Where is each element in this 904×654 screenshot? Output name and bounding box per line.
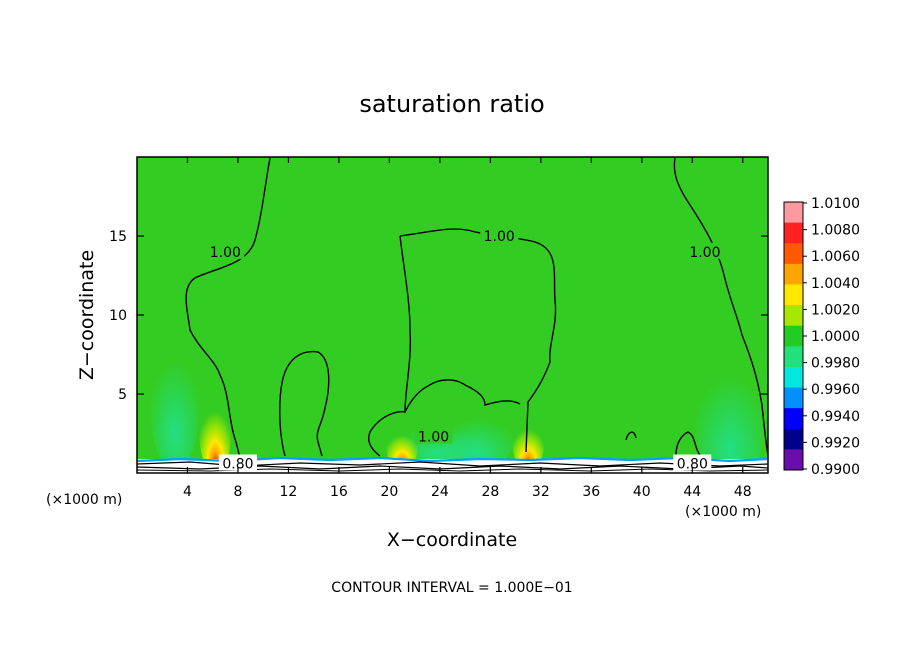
contour-line-2 xyxy=(279,350,330,457)
x-tick-label: 48 xyxy=(734,484,752,500)
contour-line-6 xyxy=(673,157,768,456)
contour-line-1 xyxy=(185,157,271,459)
colorbar-label: 1.0000 xyxy=(811,329,860,345)
contour-label: 0.80 xyxy=(222,457,253,473)
x-tick-label: 24 xyxy=(431,484,449,500)
y-tick-label: 10 xyxy=(109,308,127,324)
contour-line-3 xyxy=(399,228,557,453)
y-tick-label: 5 xyxy=(118,387,127,403)
contour-label-bg xyxy=(414,427,453,444)
contour-label-bg xyxy=(206,242,245,259)
colorbar-swatch xyxy=(784,222,803,244)
contour-label: 1.00 xyxy=(689,245,720,261)
colorbar-label: 0.9940 xyxy=(811,409,860,425)
moist-plume xyxy=(199,390,232,473)
contour-label: 1.00 xyxy=(210,245,241,261)
x-tick-label: 8 xyxy=(233,484,242,500)
low-saturation-patch xyxy=(696,363,765,473)
x-tick-label: 16 xyxy=(330,484,348,500)
chart-title: saturation ratio xyxy=(359,90,544,118)
y-axis-title: Z−coordinate xyxy=(76,250,98,380)
colorbar: 1.0100 1.0080 1.0060 1.0040 1.0020 1.0000 0.99… xyxy=(783,196,860,478)
contour-line-7 xyxy=(675,431,701,456)
contour-label: 1.00 xyxy=(484,229,515,245)
contour-interval-note: CONTOUR INTERVAL = 1.000E−01 xyxy=(331,580,572,596)
colorbar-swatch xyxy=(784,449,803,471)
colorbar-swatch xyxy=(784,284,803,306)
x-tick-label: 32 xyxy=(532,484,550,500)
colorbar-label: 1.0060 xyxy=(811,249,860,265)
x-tick-label: 20 xyxy=(380,484,398,500)
colorbar-swatch xyxy=(784,305,803,327)
colorbar-label: 0.9960 xyxy=(811,382,860,398)
contour-label: 0.80 xyxy=(677,457,708,473)
y-tick-label: 15 xyxy=(109,229,127,245)
field-background xyxy=(137,157,768,473)
colorbar-label: 0.9920 xyxy=(811,435,860,451)
x-unit-label-right: (×1000 m) xyxy=(685,504,761,520)
x-tick-label: 44 xyxy=(683,484,701,500)
colorbar-label: 1.0040 xyxy=(811,276,860,292)
colorbar-label: 1.0020 xyxy=(811,302,860,318)
contour-line-4 xyxy=(368,235,412,457)
colorbar-swatch xyxy=(784,387,803,409)
colorbar-swatch xyxy=(784,263,803,285)
colorbar-swatch xyxy=(784,346,803,368)
contour-label-bg xyxy=(685,242,724,259)
x-tick-label: 12 xyxy=(280,484,298,500)
colorbar-swatch xyxy=(784,243,803,265)
contour-label: 1.00 xyxy=(418,430,449,446)
colorbar-label: 1.0100 xyxy=(811,196,860,212)
moist-plume xyxy=(512,415,545,471)
colorbar-swatch xyxy=(784,428,803,450)
contour-line-8 xyxy=(625,431,637,441)
colorbar-label: 1.0080 xyxy=(811,223,860,239)
x-tick-label: 4 xyxy=(183,484,192,500)
colorbar-swatch xyxy=(784,366,803,389)
low-saturation-patch xyxy=(150,349,199,470)
contour-label-bg xyxy=(218,454,257,471)
low-saturation-patch xyxy=(442,413,513,470)
x-tick-label: 40 xyxy=(633,484,651,500)
contour-label-bg xyxy=(673,454,712,471)
colorbar-label: 0.9980 xyxy=(811,356,860,372)
x-tick-label: 36 xyxy=(582,484,600,500)
colorbar-label: 0.9900 xyxy=(811,462,860,478)
colorbar-swatch xyxy=(784,325,803,347)
colorbar-swatch xyxy=(784,408,803,430)
plot-area: 1.00 1.00 1.00 1.00 0.80 0.80 xyxy=(137,157,768,473)
x-axis-title: X−coordinate xyxy=(387,529,517,551)
colorbar-swatch xyxy=(784,202,803,224)
contour-label-bg xyxy=(480,227,519,243)
x-tick-label: 28 xyxy=(481,484,499,500)
contour-line-5 xyxy=(404,379,521,413)
x-unit-label-left: (×1000 m) xyxy=(46,492,122,508)
